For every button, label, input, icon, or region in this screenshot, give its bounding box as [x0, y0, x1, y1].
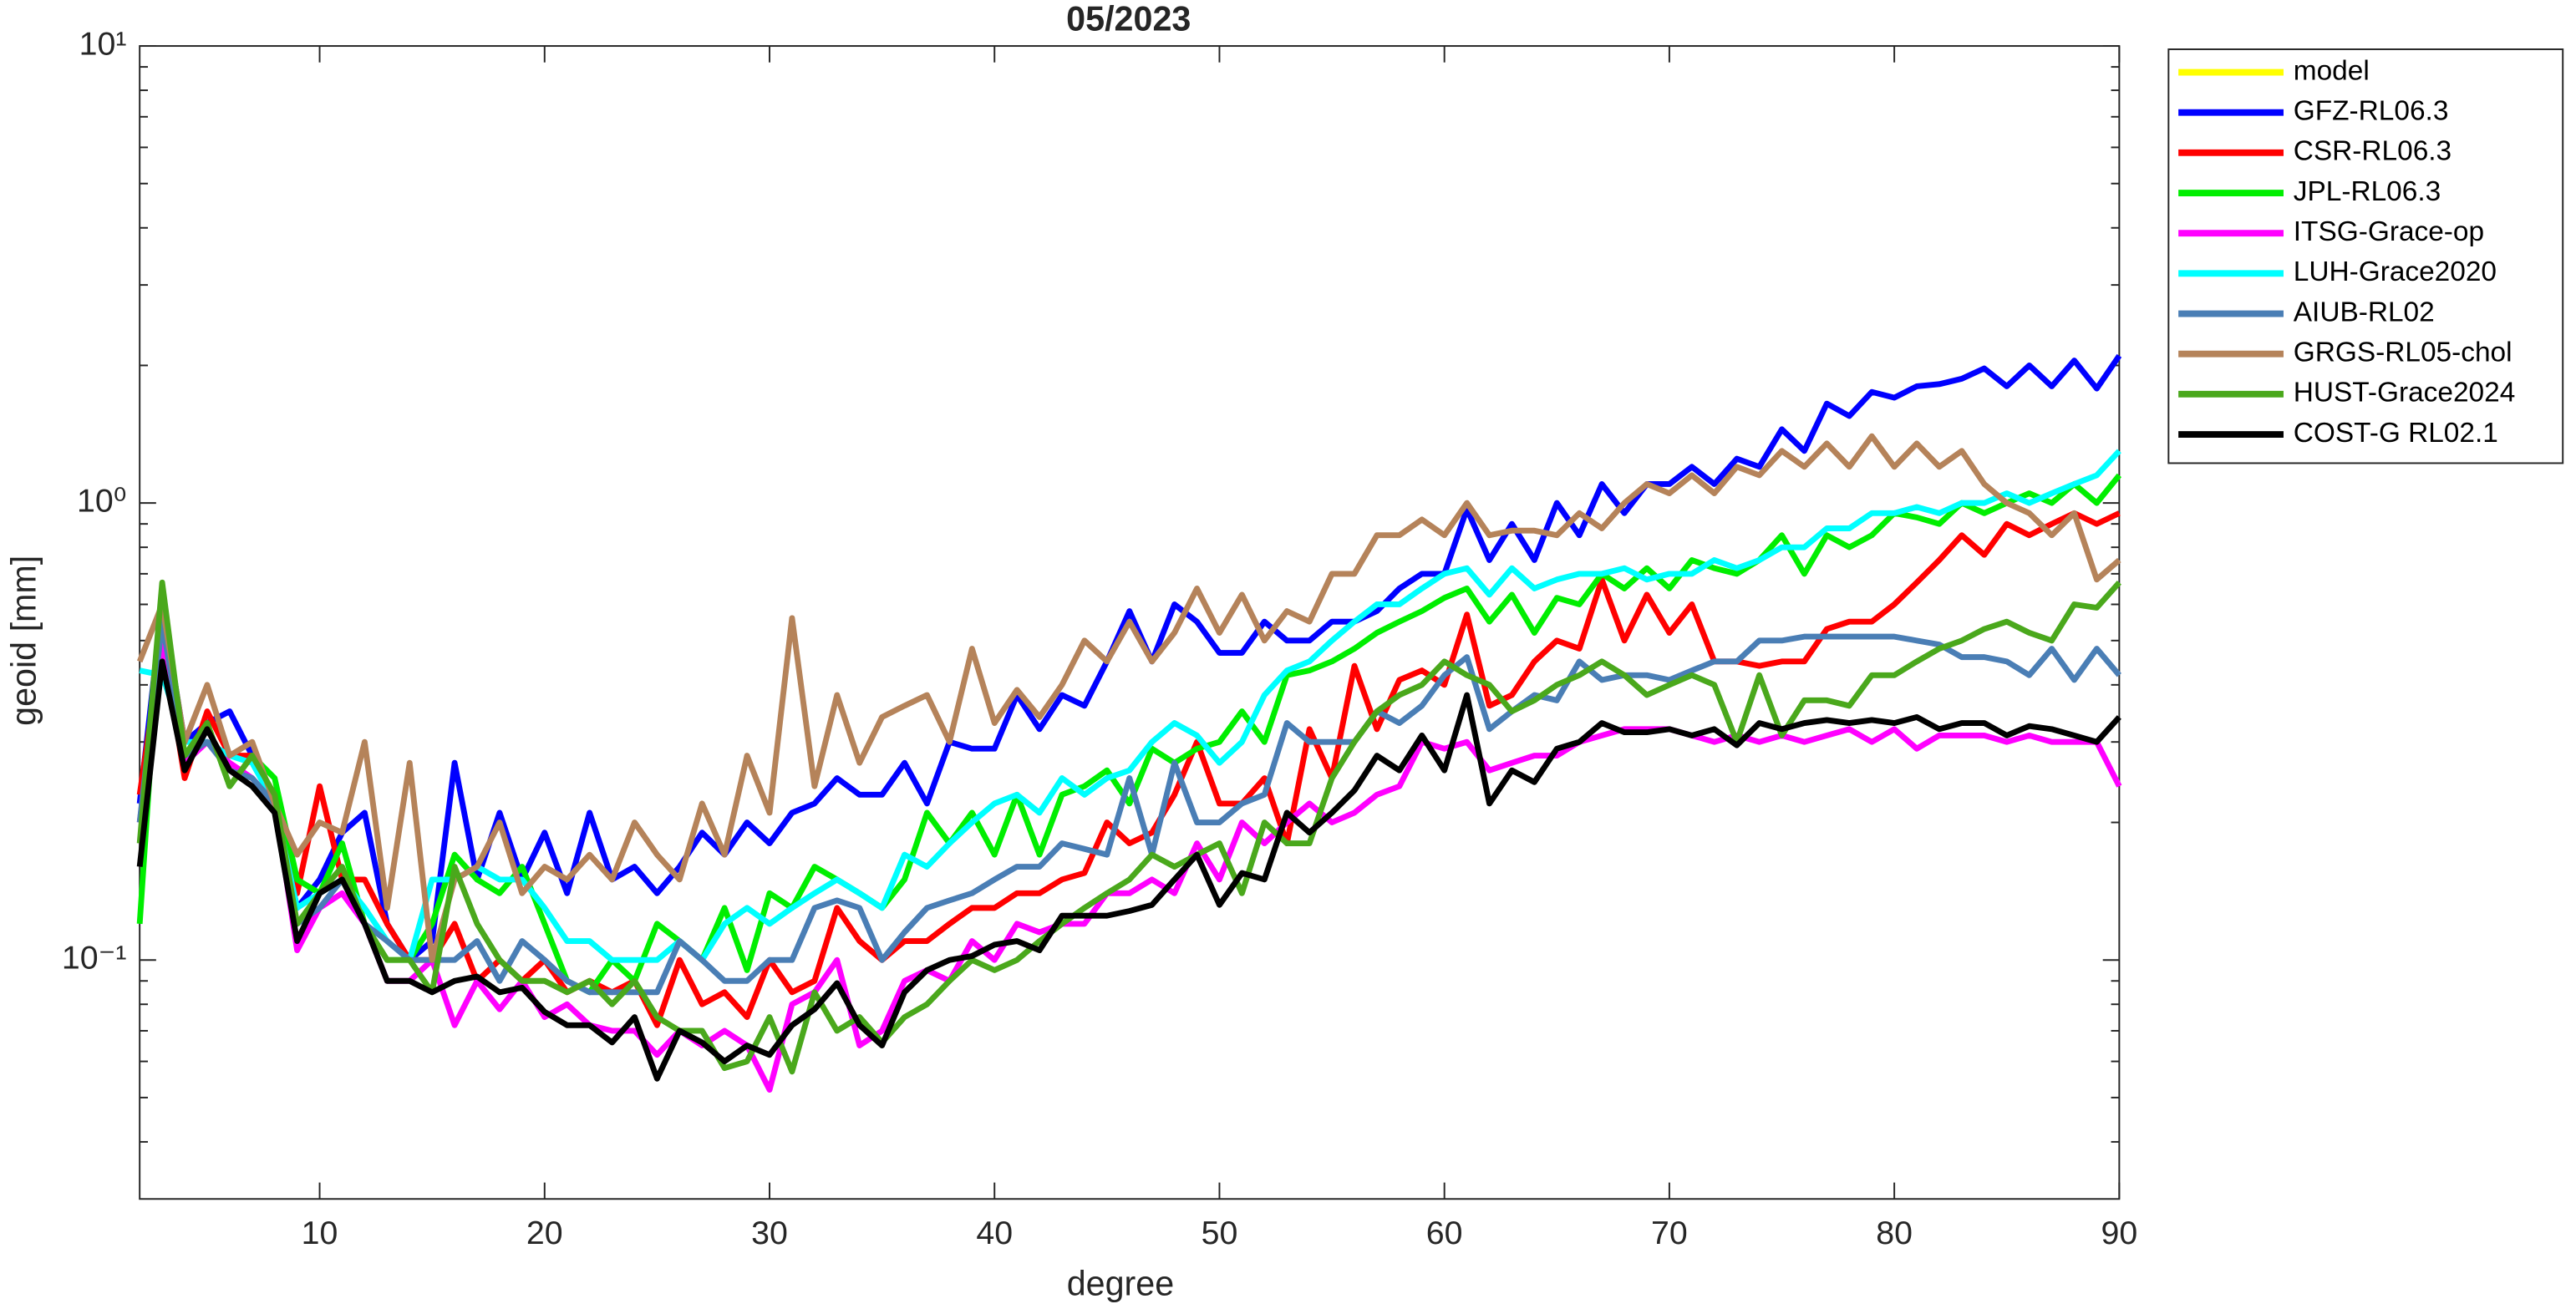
chart-title: 05/2023 — [1066, 0, 1191, 38]
series-line — [136, 433, 2121, 963]
x-tick-label: 70 — [1651, 1215, 1688, 1251]
x-tick-label: 80 — [1876, 1215, 1913, 1251]
legend-label: LUH-Grace2020 — [2294, 256, 2497, 287]
x-tick-label: 10 — [302, 1215, 338, 1251]
y-tick-label: 10¹ — [79, 25, 127, 62]
series-line — [136, 579, 2121, 1075]
legend-label: AIUB-RL02 — [2294, 297, 2435, 327]
legend-label: model — [2294, 55, 2370, 86]
series-line — [136, 618, 2121, 996]
legend-label: GFZ-RL06.3 — [2294, 96, 2449, 127]
y-axis-label: geoid [mm] — [4, 556, 43, 726]
x-tick-label: 40 — [976, 1215, 1013, 1251]
plot-frame — [139, 45, 2121, 1200]
legend-label: HUST-Grace2024 — [2294, 378, 2516, 408]
series-line — [136, 510, 2121, 1028]
legend-label: COST-G RL02.1 — [2294, 418, 2498, 449]
legend-label: GRGS-RL05-chol — [2294, 337, 2512, 368]
series-line — [136, 637, 2122, 1093]
legend-label: CSR-RL06.3 — [2294, 136, 2452, 167]
legend-label: JPL-RL06.3 — [2294, 176, 2441, 207]
x-tick-label: 60 — [1426, 1215, 1463, 1251]
x-tick-label: 90 — [2101, 1215, 2137, 1251]
x-axis-label: degree — [1067, 1264, 1175, 1302]
series-line — [136, 658, 2121, 1082]
x-tick-label: 50 — [1202, 1215, 1238, 1251]
y-tick-label: 10⁰ — [77, 483, 127, 520]
legend-label: ITSG-Grace-op — [2294, 216, 2484, 247]
y-tick-label: 10⁻¹ — [62, 940, 127, 977]
x-tick-label: 20 — [526, 1215, 563, 1251]
x-tick-label: 30 — [751, 1215, 788, 1251]
series-line — [136, 353, 2122, 963]
